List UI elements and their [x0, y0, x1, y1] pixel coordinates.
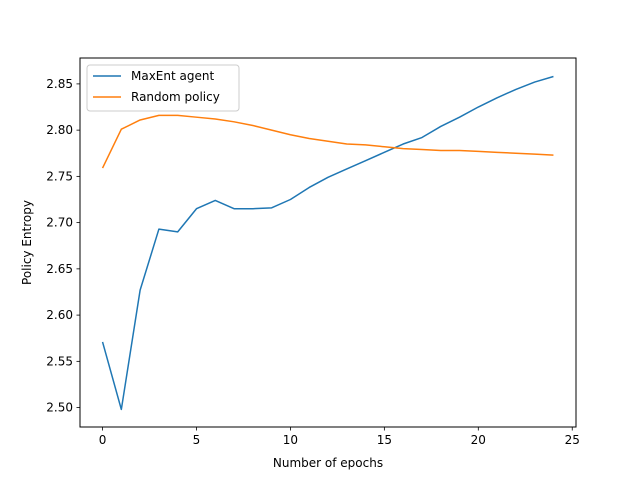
x-tick-label: 15: [377, 433, 392, 447]
y-tick-label: 2.85: [46, 77, 73, 91]
y-tick-label: 2.70: [46, 216, 73, 230]
plot-lines: [101, 75, 554, 411]
legend-label-maxent-agent: MaxEnt agent: [131, 69, 214, 83]
x-tick-label: 20: [471, 433, 486, 447]
x-tick-label: 5: [193, 433, 201, 447]
x-axis: 0 5 10 15 20 25: [99, 427, 580, 447]
legend-label-random-policy: Random policy: [131, 90, 220, 104]
x-tick-label: 25: [565, 433, 580, 447]
series-line-maxent-agent: [101, 75, 554, 411]
plot-frame: [79, 57, 577, 428]
y-tick-label: 2.55: [46, 354, 73, 368]
y-axis-label: Policy Entropy: [20, 200, 34, 285]
legend-box: [86, 64, 240, 112]
y-tick-label: 2.60: [46, 308, 73, 322]
y-tick-label: 2.50: [46, 401, 73, 415]
y-tick-label: 2.75: [46, 169, 73, 183]
legend: MaxEnt agent Random policy: [86, 64, 240, 112]
x-tick-label: 0: [99, 433, 107, 447]
y-tick-label: 2.80: [46, 123, 73, 137]
x-axis-label: Number of epochs: [273, 456, 383, 470]
x-tick-label: 10: [283, 433, 298, 447]
y-axis: 2.50 2.55 2.60 2.65 2.70 2.75 2.80 2.85: [46, 77, 80, 415]
series-line-random-policy: [101, 114, 554, 169]
y-tick-label: 2.65: [46, 262, 73, 276]
